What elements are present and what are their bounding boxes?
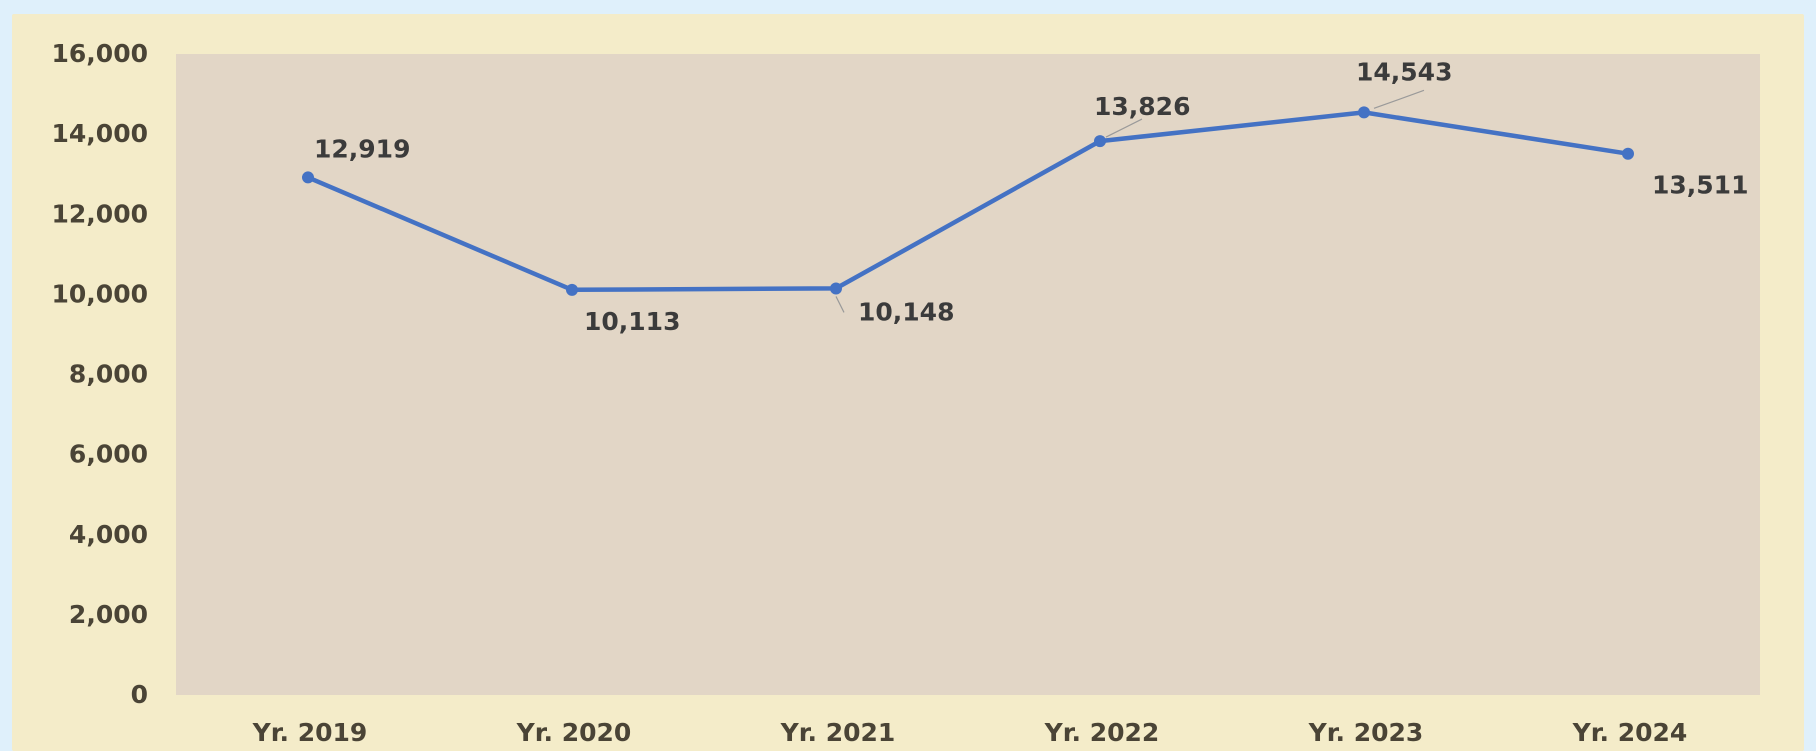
x-tick-label: Yr. 2021 (780, 718, 896, 747)
y-tick-label: 10,000 (52, 279, 148, 308)
x-tick-label: Yr. 2019 (252, 718, 368, 747)
x-tick-label: Yr. 2024 (1572, 718, 1688, 747)
data-point (566, 283, 578, 296)
leader-line (835, 296, 845, 313)
plot-area (176, 54, 1760, 695)
data-label: 13,826 (1094, 92, 1190, 121)
leader-line (1373, 89, 1425, 109)
data-label: 10,113 (584, 307, 680, 336)
data-point (302, 171, 314, 184)
y-tick-label: 2,000 (69, 600, 148, 629)
data-label: 10,148 (858, 297, 954, 326)
data-point (1094, 135, 1106, 148)
x-tick-label: Yr. 2023 (1308, 718, 1424, 747)
data-points (302, 106, 1634, 296)
data-labels: 12,919 10,113 10,148 13,826 14,543 13,511 (314, 57, 1748, 335)
series-line (305, 110, 1631, 293)
data-point (830, 282, 842, 295)
data-label: 14,543 (1356, 57, 1452, 86)
x-tick-label: Yr. 2022 (1044, 718, 1160, 747)
label-leader-lines (835, 89, 1425, 313)
y-tick-label: 14,000 (52, 119, 148, 148)
data-label: 12,919 (314, 134, 410, 163)
y-tick-label: 12,000 (52, 199, 148, 228)
leader-line (1105, 118, 1143, 138)
x-axis-ticks: Yr. 2019 Yr. 2020 Yr. 2021 Yr. 2022 Yr. 2023… (252, 718, 1688, 747)
y-tick-label: 16,000 (52, 39, 148, 68)
y-tick-label: 0 (131, 680, 148, 709)
y-tick-label: 4,000 (69, 520, 148, 549)
data-label: 13,511 (1652, 171, 1748, 200)
y-tick-label: 8,000 (69, 360, 148, 389)
x-tick-label: Yr. 2020 (516, 718, 632, 747)
y-tick-label: 6,000 (69, 440, 148, 469)
y-axis-ticks: 0 2,000 4,000 6,000 8,000 10,000 12,000 14,000 1… (52, 39, 148, 709)
data-point (1622, 147, 1634, 160)
data-point (1358, 106, 1370, 119)
